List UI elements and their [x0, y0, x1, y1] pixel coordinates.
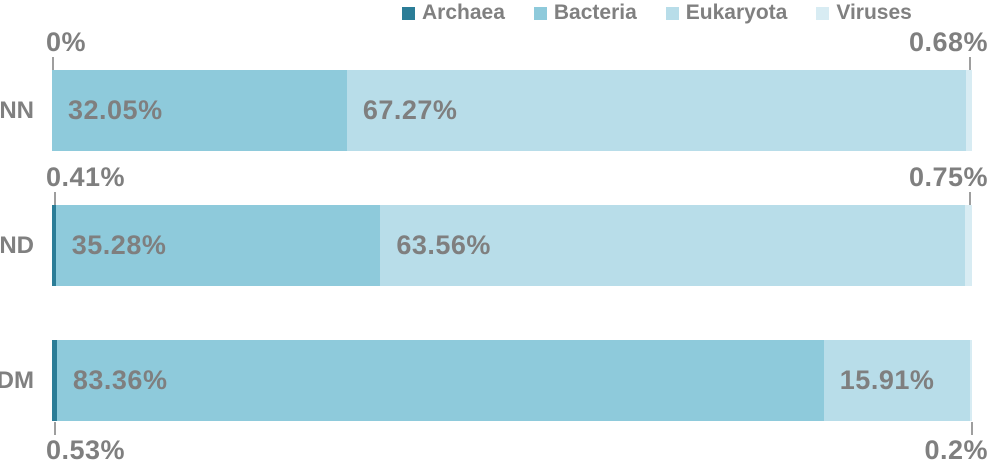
data-label-eukaryota: 67.27%: [362, 95, 458, 125]
bar-row-nd: ND 35.28% 63.56%: [0, 205, 991, 286]
legend-item-eukaryota: Eukaryota: [665, 1, 788, 25]
callout-label-nd-viruses: 0.75%: [908, 162, 988, 192]
bar-segment-eukaryota: [380, 205, 966, 286]
leader-line-dm-archaea: [54, 422, 56, 435]
bar-segment-viruses: [965, 205, 972, 286]
data-label-bacteria: 35.28%: [71, 230, 167, 260]
bar-segment-viruses: [965, 70, 972, 151]
bar-segment-archaea: [52, 205, 56, 286]
data-label-bacteria: 83.36%: [72, 365, 168, 395]
category-label-dm: DM: [0, 366, 34, 394]
category-label-nn: NN: [0, 96, 34, 124]
callout-label-nd-archaea: 0.41%: [46, 162, 126, 192]
legend-label-eukaryota: Eukaryota: [685, 1, 788, 24]
chart-legend: Archaea Bacteria Eukaryota Viruses: [402, 1, 912, 25]
legend-swatch-eukaryota-icon: [665, 6, 679, 20]
bar-segment-eukaryota: [346, 70, 966, 151]
legend-swatch-archaea-icon: [402, 6, 415, 20]
bar-segment-bacteria: [55, 205, 381, 286]
legend-swatch-bacteria-icon: [533, 6, 547, 20]
callout-label-dm-archaea: 0.53%: [46, 435, 126, 463]
category-label-nd: ND: [0, 231, 34, 259]
bar-row-nn: NN 32.05% 67.27%: [0, 70, 991, 151]
bar-segment-archaea: [52, 340, 57, 421]
bar-segment-viruses: [970, 340, 972, 421]
leader-line-dm-viruses: [971, 422, 973, 435]
data-label-eukaryota: 63.56%: [396, 230, 491, 260]
legend-label-bacteria: Bacteria: [553, 1, 637, 24]
leader-line-nn-archaea: [52, 57, 54, 70]
data-label-bacteria: 32.05%: [68, 95, 163, 125]
legend-item-viruses: Viruses: [816, 1, 912, 25]
callout-label-dm-viruses: 0.2%: [924, 435, 988, 463]
leader-line-nn-viruses: [969, 57, 971, 70]
bar-segment-bacteria: [56, 340, 824, 421]
data-label-eukaryota: 15.91%: [839, 365, 935, 395]
bar-row-dm: DM 83.36% 15.91%: [0, 340, 991, 421]
bar-segment-bacteria: [52, 70, 347, 151]
legend-item-bacteria: Bacteria: [533, 1, 637, 25]
legend-label-viruses: Viruses: [836, 1, 912, 24]
leader-line-nd-archaea: [54, 192, 56, 205]
leader-line-nd-viruses: [969, 192, 971, 205]
bar-segment-eukaryota: [823, 340, 971, 421]
callout-label-nn-viruses: 0.68%: [908, 27, 988, 57]
callout-label-nn-archaea: 0%: [46, 27, 87, 57]
legend-item-archaea: Archaea: [402, 1, 505, 25]
legend-label-archaea: Archaea: [422, 1, 505, 24]
legend-swatch-viruses-icon: [816, 6, 830, 20]
